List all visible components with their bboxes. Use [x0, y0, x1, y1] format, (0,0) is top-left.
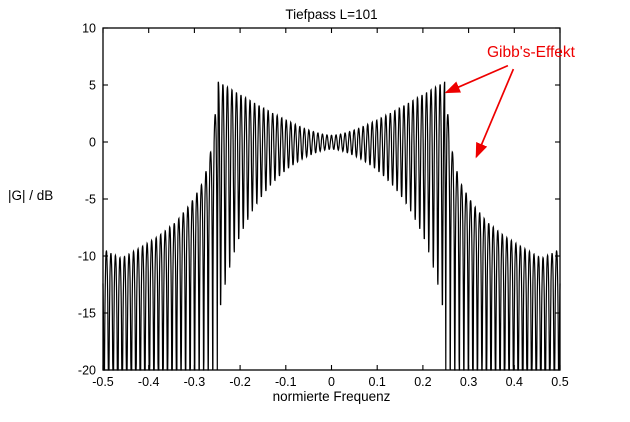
magnitude-response-curve: [102, 81, 561, 371]
y-tick-label: -10: [78, 250, 96, 264]
y-tick-label: -20: [78, 364, 96, 378]
x-tick-label: 0.5: [551, 375, 568, 389]
gibbs-arrow-1: [444, 64, 509, 94]
x-tick-label: 0.1: [369, 375, 386, 389]
x-tick-label: 0.2: [414, 375, 431, 389]
x-tick-label: -0.1: [275, 375, 297, 389]
x-tick-label: -0.2: [229, 375, 251, 389]
x-tick-label: -0.5: [92, 375, 114, 389]
x-tick-label: 0: [328, 375, 335, 389]
y-tick-label: 10: [82, 22, 96, 36]
y-tick-label: -15: [78, 307, 96, 321]
y-tick-label: -5: [85, 193, 96, 207]
y-tick-label: 0: [89, 136, 96, 150]
y-axis-label: |G| / dB: [8, 188, 54, 203]
y-tick-label: 5: [89, 79, 96, 93]
x-tick-label: -0.4: [138, 375, 160, 389]
x-tick-label: 0.4: [506, 375, 523, 389]
x-axis-label: normierte Frequenz: [272, 389, 391, 404]
x-tick-label: -0.3: [184, 375, 206, 389]
gibbs-arrow-2: [475, 68, 515, 159]
x-tick-label: 0.3: [460, 375, 477, 389]
gibbs-annotation-label: Gibb's-Effekt: [487, 44, 575, 61]
chart-title: Tiefpass L=101: [285, 7, 378, 22]
